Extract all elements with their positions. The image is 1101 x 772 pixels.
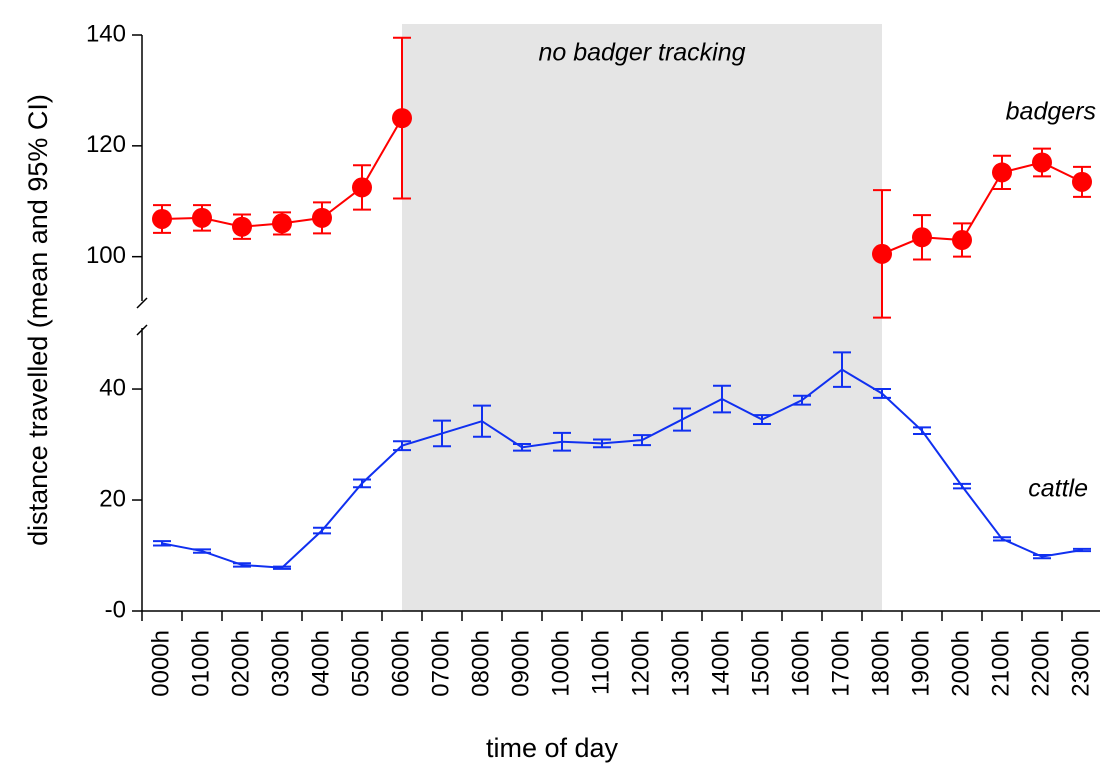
- point: [952, 230, 972, 251]
- point: [352, 177, 372, 198]
- point: [912, 227, 932, 248]
- error-bar: [793, 394, 811, 406]
- error-bar: [753, 414, 771, 425]
- point: [1032, 152, 1052, 173]
- x-tick-label: 0000h: [147, 630, 174, 697]
- point: [272, 213, 292, 234]
- y-tick-label: 140: [86, 20, 126, 47]
- shaded-region: [402, 24, 882, 611]
- x-tick-label: 0400h: [307, 630, 334, 697]
- error-bar: [233, 562, 251, 568]
- error-bar: [433, 419, 451, 448]
- x-tick-label: 1700h: [827, 630, 854, 697]
- x-tick-label: 0100h: [187, 630, 214, 697]
- series-label: badgers: [1006, 98, 1096, 126]
- error-bar: [313, 526, 331, 535]
- x-tick-label: 2000h: [947, 630, 974, 697]
- error-bar: [713, 384, 731, 414]
- error-bar: [913, 426, 931, 435]
- x-tick-label: 2200h: [1027, 630, 1054, 697]
- y-axis-title: distance travelled (mean and 95% CI): [23, 94, 53, 546]
- x-tick-label: 1600h: [787, 630, 814, 697]
- x-tick-label: 0200h: [227, 630, 254, 697]
- point: [1072, 171, 1092, 192]
- point: [232, 216, 252, 237]
- error-bar: [873, 388, 891, 399]
- axis-break: [136, 324, 148, 336]
- point: [392, 108, 412, 129]
- error-bar: [353, 478, 371, 489]
- x-tick-label: 1800h: [867, 630, 894, 697]
- x-tick-label: 0800h: [467, 630, 494, 697]
- x-axis-title: time of day: [486, 733, 619, 763]
- y-tick-label: 20: [99, 485, 126, 512]
- error-bar: [1033, 553, 1051, 560]
- point: [152, 208, 172, 229]
- error-bar: [593, 438, 611, 449]
- series-label: cattle: [1028, 475, 1088, 503]
- x-tick-label: 1300h: [667, 630, 694, 697]
- point: [312, 207, 332, 228]
- error-bar: [673, 407, 691, 432]
- axis-break: [136, 297, 148, 309]
- x-tick-label: 1900h: [907, 630, 934, 697]
- series-line: [161, 368, 1083, 569]
- x-tick-label: 0500h: [347, 630, 374, 697]
- y-tick-label: 100: [86, 242, 126, 269]
- y-tick-label: 120: [86, 131, 126, 158]
- error-bar: [153, 540, 171, 547]
- annotation: no badger tracking: [538, 39, 745, 67]
- x-tick-label: 0600h: [387, 630, 414, 697]
- x-tick-label: 0300h: [267, 630, 294, 697]
- point: [872, 243, 892, 264]
- x-tick-label: 2100h: [987, 630, 1014, 697]
- error-bar: [553, 431, 571, 452]
- y-tick-label: 40: [99, 374, 126, 401]
- error-bar: [633, 434, 651, 447]
- error-bar: [393, 440, 411, 452]
- x-tick-label: 0900h: [507, 630, 534, 697]
- error-bar: [953, 482, 971, 490]
- x-tick-label: 1000h: [547, 630, 574, 697]
- x-tick-label: 0700h: [427, 630, 454, 697]
- error-bar: [833, 351, 851, 388]
- error-bar: [993, 536, 1011, 542]
- point: [192, 207, 212, 228]
- y-tick-label: -0: [105, 596, 126, 623]
- x-tick-label: 1400h: [707, 630, 734, 697]
- error-bar: [1073, 547, 1091, 553]
- x-tick-label: 2300h: [1067, 630, 1094, 697]
- error-bar: [473, 404, 491, 438]
- error-bar: [273, 565, 291, 570]
- x-tick-label: 1100h: [587, 630, 614, 695]
- point: [992, 162, 1012, 183]
- error-bar: [513, 442, 531, 452]
- error-bar: [193, 548, 211, 554]
- x-tick-label: 1500h: [747, 630, 774, 697]
- x-tick-label: 1200h: [627, 630, 654, 697]
